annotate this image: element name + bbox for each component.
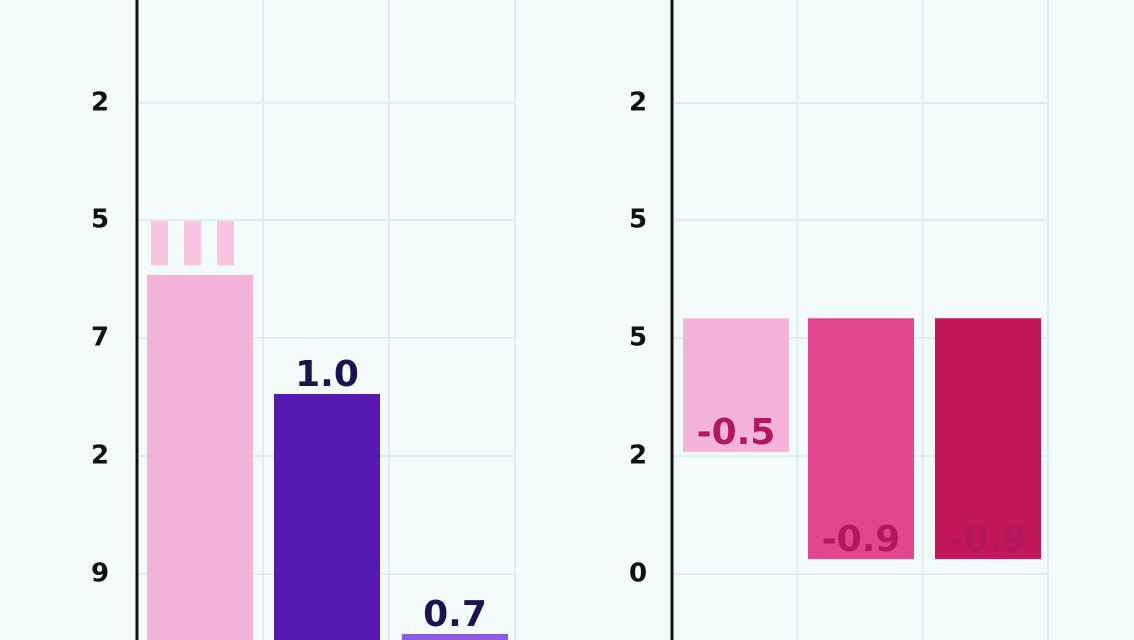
y-tick-label: 5 xyxy=(91,205,109,235)
bar xyxy=(683,318,789,452)
bar xyxy=(935,318,1041,559)
y-tick-label: 2 xyxy=(629,87,647,117)
decor-stripes xyxy=(151,220,234,265)
y-tick-label: 5 xyxy=(629,205,647,235)
y-tick-label: 7 xyxy=(91,323,109,353)
y-tick-label: 5 xyxy=(629,323,647,353)
y-tick-label: 9 xyxy=(91,559,109,589)
bar xyxy=(147,274,253,640)
bar xyxy=(402,634,508,640)
stripe xyxy=(184,220,201,265)
value-label: 1.0 xyxy=(295,354,359,395)
stripe xyxy=(217,220,234,265)
value-label: -0.9 xyxy=(822,519,901,560)
stripe xyxy=(151,220,168,265)
y-tick-label: 0 xyxy=(629,558,647,588)
value-label: -0.5 xyxy=(697,412,776,453)
y-tick-label: 2 xyxy=(91,87,109,117)
bar xyxy=(274,394,380,640)
bar xyxy=(808,318,914,559)
y-tick-label: 2 xyxy=(629,440,647,470)
value-label: 0.7 xyxy=(423,594,487,635)
value-label: -0.9 xyxy=(949,519,1028,560)
y-tick-label: 2 xyxy=(91,441,109,471)
